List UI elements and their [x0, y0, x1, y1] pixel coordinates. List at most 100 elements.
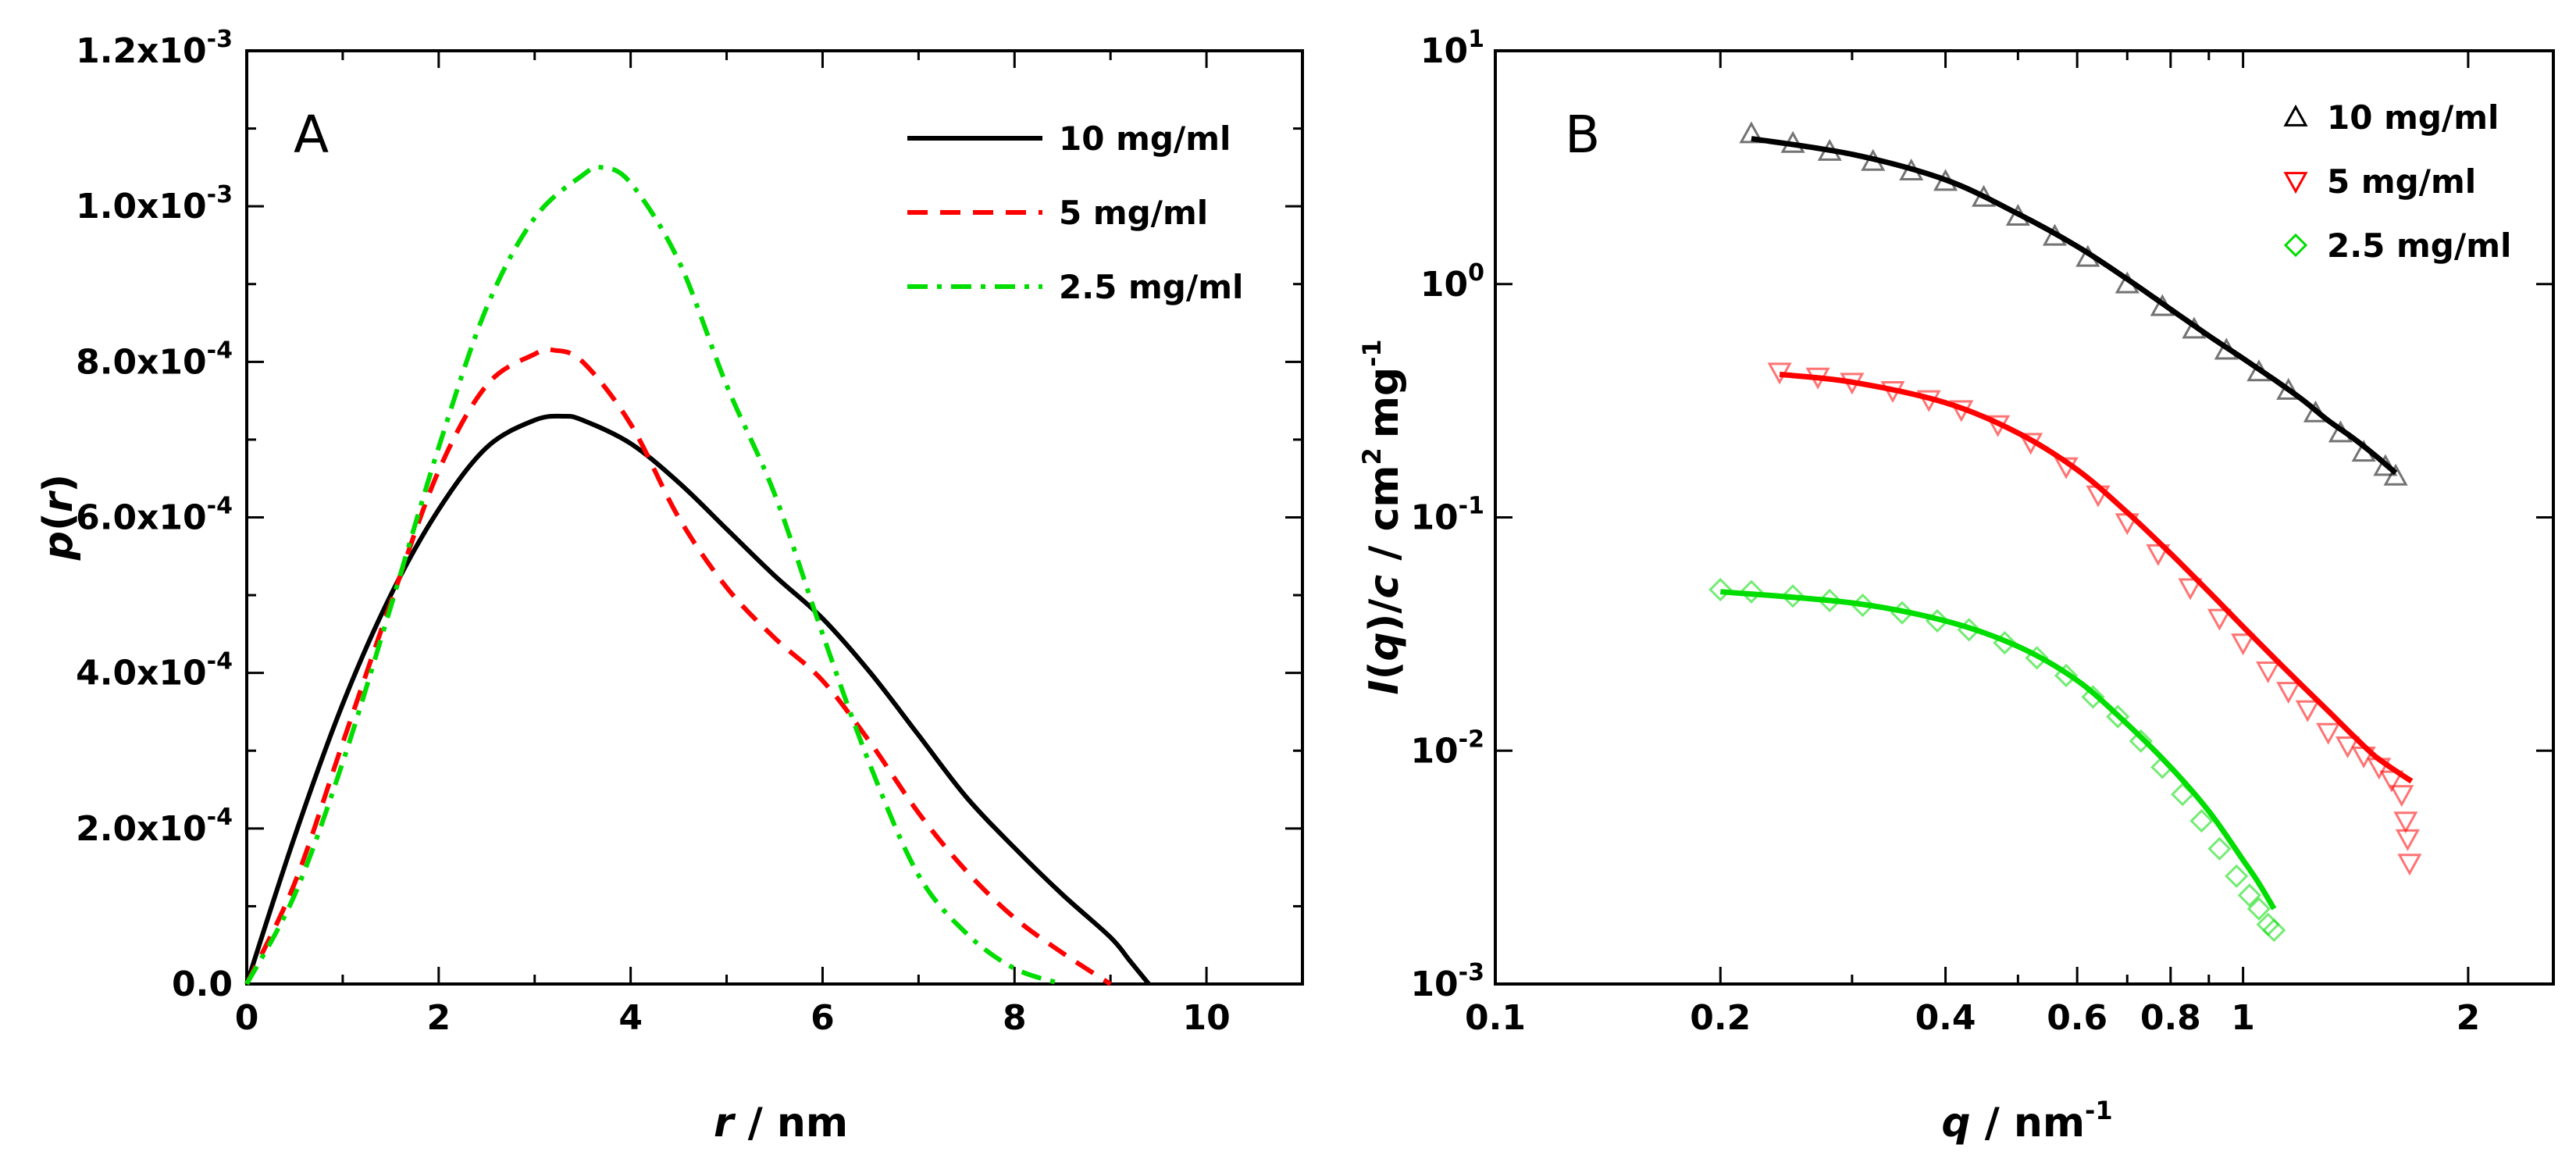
panel-a-x-tick-labels: 0 2 4 6 8 10	[235, 998, 1231, 1038]
panel-b-x-tick-label: 0.6	[2047, 998, 2107, 1038]
panel-b-y-tick-label-mantissa: 10	[1420, 31, 1468, 71]
panel-b-legend-label-1: 5 mg/ml	[2327, 162, 2476, 201]
panel-b-y-axis-sep: /	[1361, 532, 1408, 575]
panel-b-x-tick-labels: 0.1 0.2 0.4 0.6 0.8 1 2	[1465, 998, 2480, 1038]
panel-b-point-1	[2389, 785, 2414, 808]
panel-a-y-tick-label-mantissa: 0.0	[172, 964, 233, 1004]
panel-b-point-2	[2237, 883, 2261, 907]
panel-a-legend-label-1: 5 mg/ml	[1059, 194, 1208, 232]
panel-b-x-axis-sep: /	[1971, 1100, 2014, 1146]
panel-b-letter: B	[1565, 105, 1600, 165]
panel-a-y-tick-label: 6.0x10-4	[76, 493, 233, 538]
panel-b-legend-marker-0	[2283, 104, 2308, 127]
panel-b-y-tick-label: 10-2	[1410, 726, 1484, 771]
panel-b-point-2	[2054, 663, 2079, 688]
panel-a-legend: 10 mg/ml 5 mg/ml 2.5 mg/ml	[907, 119, 1243, 306]
panel-b-point-2	[2207, 836, 2232, 861]
panel-b-y-axis-unit1: cm	[1361, 465, 1408, 532]
panel-a-y-tick-labels: 0.02.0x10-44.0x10-46.0x10-48.0x10-41.0x1…	[76, 26, 233, 1004]
panel-b-point-1	[2393, 811, 2418, 834]
panel-b-point-1	[2397, 854, 2422, 876]
panel-b-y-axis-func: I	[1361, 679, 1408, 694]
panel-b-point-1	[2231, 633, 2256, 656]
panel-b-y-axis-paren-open: (	[1361, 661, 1408, 680]
panel-b-point-1	[2379, 770, 2404, 793]
panel-b-y-axis-unit2: mg	[1361, 367, 1408, 438]
panel-b-legend-label-2: 2.5 mg/ml	[2327, 226, 2511, 265]
panel-b-x-axis-unit-exp: -1	[2085, 1096, 2113, 1125]
panel-a-x-tick-label: 2	[427, 998, 451, 1038]
panel-a-y-tick-label: 0.0	[172, 964, 233, 1004]
panel-b-point-2	[1780, 584, 1805, 608]
panel-b-y-tick-label-exponent: -3	[1459, 959, 1484, 986]
panel-a-y-tick-label: 2.0x10-4	[76, 804, 233, 849]
panel-b-x-axis-title: q / nm-1	[1941, 1096, 2112, 1146]
panel-a-y-tick-label: 4.0x10-4	[76, 648, 233, 693]
panel-b-y-tick-label: 10-3	[1410, 959, 1484, 1004]
panel-b-point-0	[2276, 377, 2301, 400]
panel-a-x-axis-title: r / nm	[714, 1100, 848, 1146]
panel-a-y-tick-label: 1.0x10-3	[76, 181, 233, 226]
panel-a: 0 2 4 6 8 10 0.02.0x10-44.0x10-46.0x10-48.0x1…	[35, 26, 1304, 1146]
panel-b-legend: 10 mg/ml 5 mg/ml 2.5 mg/ml	[2283, 98, 2511, 265]
panel-b-y-tick-label-exponent: 0	[1468, 259, 1484, 287]
panel-b-y-tick-label: 10-1	[1410, 493, 1484, 538]
panel-a-series-line-0	[244, 413, 1151, 986]
panel-b-point-1	[2178, 578, 2203, 601]
panel-b-point-2	[1739, 579, 1764, 604]
panel-a-y-tick-label: 1.2x10-3	[76, 26, 233, 71]
panel-b-point-2	[1708, 577, 1733, 602]
panel-a-y-tick-label-mantissa: 2.0x10	[76, 809, 207, 849]
panel-b-point-2	[2246, 897, 2271, 921]
panel-b-point-1	[2295, 700, 2320, 722]
panel-b-y-tick-label-mantissa: 10	[1420, 265, 1468, 305]
panel-b-y-tick-label-exponent: -2	[1459, 726, 1484, 753]
panel-a-y-tick-label-mantissa: 8.0x10	[76, 342, 207, 382]
panel-b-series-fits	[1720, 136, 2414, 911]
panel-b-point-1	[2316, 722, 2341, 745]
panel-b-x-tick-label: 1	[2231, 998, 2255, 1038]
panel-b-point-0	[1739, 121, 1764, 144]
panel-b-y-tick-label-exponent: 1	[1468, 26, 1484, 53]
panel-a-series-line-1	[244, 347, 1112, 986]
panel-a-y-axis-name: p	[35, 531, 82, 561]
panel-b-legend-marker-1	[2283, 172, 2308, 194]
panel-b-fit-line-2	[1720, 589, 2277, 911]
panel-b-fit-line-1	[1779, 371, 2414, 784]
panel-b-y-axis-title: I(q)/c / cm2 mg-1	[1357, 339, 1408, 694]
panel-b-point-2	[2106, 704, 2130, 729]
panel-b-point-1	[2256, 661, 2281, 684]
panel-b-x-tick-label: 0.2	[1690, 998, 1751, 1038]
panel-a-legend-label-2: 2.5 mg/ml	[1059, 268, 1243, 306]
panel-a-ticks	[245, 49, 1302, 986]
panel-b-point-1	[2395, 829, 2420, 851]
panel-a-x-tick-label: 8	[1003, 998, 1027, 1038]
panel-b-point-1	[2146, 544, 2171, 566]
panel-a-y-tick-label-exponent: -3	[207, 26, 233, 53]
panel-b-point-2	[2262, 918, 2286, 943]
panel-b-y-tick-label-mantissa: 10	[1410, 964, 1458, 1004]
panel-b-point-2	[2225, 864, 2249, 888]
panel-a-x-tick-label: 6	[811, 998, 835, 1038]
panel-b-x-tick-label: 0.1	[1465, 998, 1526, 1038]
panel-a-y-tick-label-exponent: -4	[207, 493, 233, 520]
panel-b-fit-line-0	[1751, 136, 2398, 476]
panel-a-x-axis-var: r	[714, 1100, 736, 1146]
panel-b-x-tick-label: 2	[2457, 998, 2481, 1038]
panel-b-y-tick-label: 100	[1420, 259, 1484, 305]
panel-a-y-axis-var: r	[35, 490, 82, 512]
panel-b-point-1	[2276, 682, 2301, 704]
panel-a-x-tick-label: 10	[1182, 998, 1230, 1038]
panel-b-y-tick-label-mantissa: 10	[1410, 498, 1458, 538]
panel-a-plot-frame	[245, 49, 1304, 986]
panel-b-x-tick-label: 0.4	[1915, 998, 1976, 1038]
panel-a-y-tick-label-mantissa: 4.0x10	[76, 654, 207, 693]
panel-b-legend-marker-2	[2283, 233, 2308, 258]
panel-a-x-axis-sep: /	[734, 1100, 777, 1146]
panel-b-point-1	[2207, 608, 2232, 631]
panel-b-y-axis-var: q	[1361, 632, 1408, 661]
panel-a-y-tick-label-exponent: -4	[207, 337, 233, 364]
